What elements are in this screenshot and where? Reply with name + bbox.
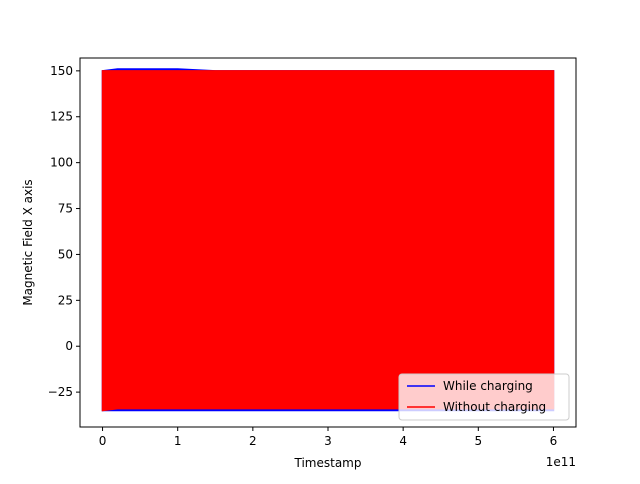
legend-box	[398, 373, 570, 421]
x-axis-ticks: 0 1 2 3 4 5 6	[99, 427, 558, 448]
legend: While charging Without charging	[398, 373, 570, 421]
x-axis-label: Timestamp	[294, 456, 362, 470]
x-tick-label: 5	[474, 434, 482, 448]
legend-label: While charging	[443, 379, 533, 393]
x-tick-label: 4	[399, 434, 407, 448]
legend-label: Without charging	[443, 400, 546, 414]
x-tick-label: 0	[99, 434, 107, 448]
y-tick-label: 100	[50, 156, 73, 170]
x-tick-label: 3	[324, 434, 332, 448]
x-axis-offset-label: 1e11	[546, 455, 576, 469]
y-tick-label: 50	[58, 247, 73, 261]
y-tick-label: −25	[48, 385, 73, 399]
x-tick-label: 6	[550, 434, 558, 448]
y-tick-label: 0	[65, 339, 73, 353]
y-tick-label: 75	[58, 202, 73, 216]
x-tick-label: 2	[249, 434, 257, 448]
y-tick-label: 125	[50, 110, 73, 124]
plot-area	[101, 68, 555, 412]
y-tick-label: 25	[58, 293, 73, 307]
series-2-band	[101, 70, 555, 412]
x-tick-label: 1	[174, 434, 182, 448]
y-axis-ticks: −25 0 25 50 75 100 125 150	[48, 64, 80, 399]
y-axis-label: Magnetic Field X axis	[21, 179, 35, 305]
axes-frame	[79, 57, 577, 428]
y-tick-label: 150	[50, 64, 73, 78]
